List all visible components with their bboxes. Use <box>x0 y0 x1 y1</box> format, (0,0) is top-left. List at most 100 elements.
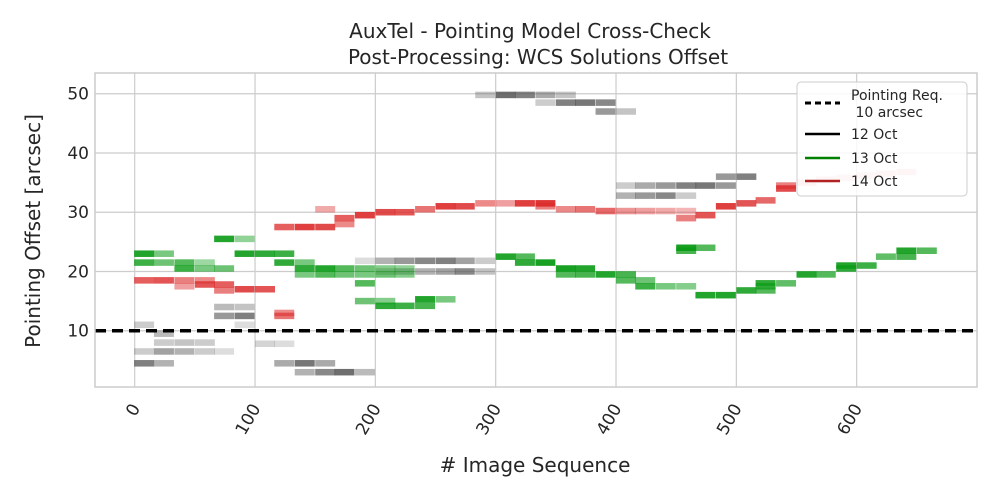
heatmap-cell <box>415 257 436 265</box>
heatmap-cell <box>616 192 636 199</box>
heatmap-cell <box>394 302 415 310</box>
heatmap-cell <box>635 207 656 215</box>
heatmap-cell <box>214 303 235 311</box>
heatmap-cell <box>394 271 415 278</box>
heatmap-cell <box>255 285 276 293</box>
heatmap-cell <box>315 360 336 367</box>
heatmap-cell <box>174 339 195 346</box>
heatmap-cell <box>274 223 295 231</box>
heatmap-cell <box>274 340 295 348</box>
heatmap-cell <box>655 182 676 189</box>
y-tick-label: 50 <box>67 85 89 105</box>
heatmap-cell <box>174 277 195 284</box>
chart-title: AuxTel - Pointing Model Cross-Check <box>349 19 711 43</box>
heatmap-cell <box>315 265 336 272</box>
heatmap-cell <box>676 182 697 189</box>
heatmap-cell <box>454 257 475 265</box>
heatmap-cell <box>535 91 556 99</box>
heatmap-cell <box>514 91 535 99</box>
heatmap-cell <box>334 265 355 272</box>
heatmap-cell <box>435 268 456 275</box>
heatmap-cell <box>655 192 676 199</box>
heatmap-cell <box>294 271 315 278</box>
heatmap-cell <box>635 277 656 284</box>
heatmap-cell <box>234 303 255 311</box>
heatmap-cell <box>815 271 836 278</box>
heatmap-cell <box>836 265 857 272</box>
heatmap-cell <box>415 268 436 275</box>
heatmap-cell <box>354 271 375 278</box>
heatmap-cell <box>153 339 174 346</box>
heatmap-cell <box>174 265 195 272</box>
heatmap-cell <box>334 271 355 278</box>
heatmap-cell <box>194 348 215 355</box>
y-tick-label: 20 <box>67 262 89 282</box>
heatmap-cell <box>875 253 896 260</box>
heatmap-cell <box>153 330 174 337</box>
y-tick-label: 30 <box>67 203 89 223</box>
heatmap-cell <box>153 277 174 284</box>
heatmap-cell <box>514 200 535 207</box>
legend-frame <box>796 81 968 197</box>
heatmap-cell <box>635 283 656 290</box>
heatmap-cell <box>134 277 155 284</box>
heatmap-cell <box>435 203 456 210</box>
heatmap-cell <box>856 262 877 269</box>
heatmap-cell <box>635 182 656 189</box>
heatmap-cell <box>715 182 736 189</box>
heatmap-cell <box>315 206 336 213</box>
legend-ref-label-line1: Pointing Req. <box>851 88 943 104</box>
heatmap-cell <box>495 253 516 260</box>
x-axis-label: # Image Sequence <box>440 453 631 477</box>
heatmap-cell <box>454 203 475 210</box>
heatmap-cell <box>234 285 255 293</box>
heatmap-cell <box>214 312 235 320</box>
heatmap-cell <box>274 259 295 266</box>
heatmap-cell <box>274 250 295 257</box>
heatmap-cell <box>454 268 475 275</box>
heatmap-cell <box>375 302 396 310</box>
heatmap-cell <box>676 283 697 290</box>
heatmap-cell <box>595 99 616 106</box>
heatmap-cell <box>214 265 235 272</box>
heatmap-cell <box>535 99 556 106</box>
heatmap-cell <box>134 321 155 329</box>
heatmap-cell <box>595 108 616 115</box>
legend-13oct-label: 13 Oct <box>851 151 898 167</box>
heatmap-cell <box>616 271 636 278</box>
heatmap-cell <box>134 348 155 355</box>
heatmap-cell <box>776 185 797 192</box>
heatmap-cell <box>375 297 396 305</box>
heatmap-cell <box>174 259 195 266</box>
heatmap-cell <box>595 271 616 278</box>
heatmap-cell <box>255 340 276 348</box>
heatmap-cell <box>174 283 195 290</box>
heatmap-cell <box>535 259 556 266</box>
y-axis-ticks: 10 20 30 40 50 <box>67 85 89 342</box>
heatmap-cell <box>676 214 697 222</box>
heatmap-cell <box>315 368 336 376</box>
heatmap-cell <box>153 360 174 367</box>
heatmap-cell <box>375 265 396 272</box>
heatmap-cell <box>255 250 276 257</box>
heatmap-cell <box>294 259 315 266</box>
plot-frame <box>94 72 978 388</box>
heatmap-cell <box>194 339 215 346</box>
heatmap-cell <box>755 197 776 204</box>
heatmap-cell <box>475 268 496 275</box>
heatmap-cell <box>475 257 496 265</box>
legend-12oct-label: 12 Oct <box>851 127 898 143</box>
heatmap-cell <box>715 173 736 180</box>
heatmap-cell <box>274 360 295 367</box>
chart-subtitle: Post-Processing: WCS Solutions Offset <box>348 45 728 69</box>
heatmap-cell <box>575 271 596 278</box>
heatmap-cell <box>896 247 917 254</box>
heatmap-cell <box>616 108 636 115</box>
heatmap-cell <box>415 206 436 213</box>
heatmap-cell <box>194 265 215 272</box>
heatmap-cell <box>676 207 697 215</box>
heatmap-cell <box>676 247 697 254</box>
heatmap-cell <box>435 296 456 303</box>
heatmap-cell <box>334 220 355 228</box>
